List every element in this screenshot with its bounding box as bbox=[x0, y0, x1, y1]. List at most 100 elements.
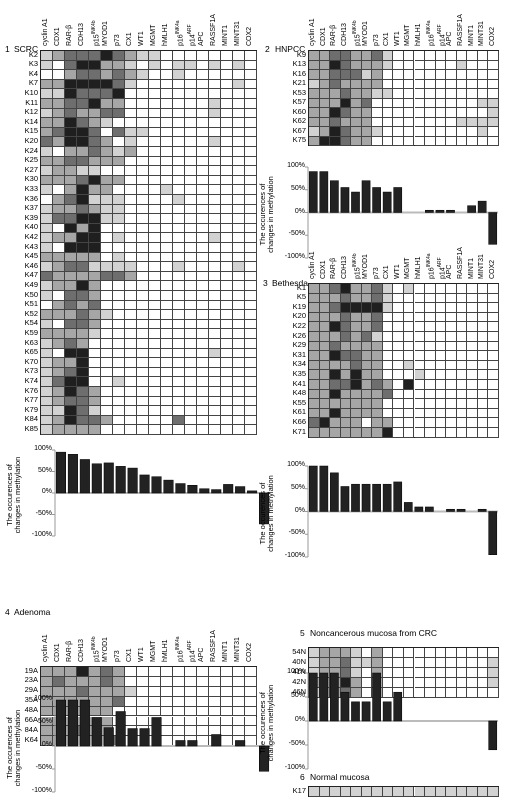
methylation-cell bbox=[89, 243, 101, 253]
methylation-cell bbox=[89, 291, 101, 301]
methylation-cell bbox=[403, 658, 415, 668]
methylation-cell bbox=[382, 389, 394, 400]
methylation-cell bbox=[233, 291, 245, 301]
row-label: 54N bbox=[292, 646, 306, 656]
methylation-cell bbox=[137, 300, 149, 311]
methylation-cell bbox=[53, 252, 65, 263]
methylation-cell bbox=[41, 716, 53, 727]
methylation-cell bbox=[414, 89, 426, 99]
methylation-cell bbox=[446, 380, 457, 390]
methylation-cell bbox=[41, 89, 53, 99]
methylation-cell bbox=[77, 667, 89, 677]
methylation-cell bbox=[340, 136, 352, 146]
methylation-cell bbox=[149, 99, 161, 109]
gene-label: MINT31 bbox=[234, 21, 241, 46]
methylation-cell bbox=[382, 322, 394, 332]
methylation-cell bbox=[77, 89, 89, 99]
methylation-cell bbox=[209, 108, 221, 119]
bar-MINT31 bbox=[247, 490, 258, 494]
methylation-cell bbox=[435, 51, 447, 61]
methylation-cell bbox=[41, 271, 53, 282]
methylation-cell bbox=[372, 428, 383, 438]
panel-title: SCRC bbox=[14, 44, 39, 54]
methylation-cell bbox=[113, 667, 125, 677]
methylation-cell bbox=[77, 195, 89, 205]
methylation-cell bbox=[77, 166, 89, 176]
methylation-cell bbox=[77, 358, 89, 368]
methylation-cell bbox=[89, 377, 101, 387]
methylation-cell bbox=[351, 399, 362, 409]
gene-label: APC bbox=[198, 31, 205, 46]
methylation-cell bbox=[77, 204, 89, 215]
row-label: K22 bbox=[292, 320, 306, 330]
methylation-cell bbox=[161, 118, 173, 128]
methylation-cell bbox=[125, 118, 137, 128]
methylation-cell bbox=[41, 706, 53, 717]
methylation-bar-chart bbox=[52, 449, 270, 537]
methylation-cell bbox=[89, 214, 101, 224]
methylation-cell bbox=[488, 408, 499, 419]
methylation-cell bbox=[477, 51, 489, 61]
methylation-cell bbox=[446, 428, 457, 438]
methylation-cell bbox=[309, 51, 320, 61]
methylation-cell bbox=[77, 252, 89, 263]
methylation-cell bbox=[101, 358, 113, 368]
methylation-cell bbox=[467, 303, 478, 313]
methylation-cell bbox=[149, 271, 161, 282]
gene-label: RASSF1A bbox=[210, 630, 217, 662]
methylation-cell bbox=[435, 98, 447, 108]
methylation-cell bbox=[53, 223, 65, 234]
methylation-cell bbox=[233, 716, 245, 727]
row-label: K19 bbox=[292, 301, 306, 311]
methylation-cell bbox=[209, 185, 221, 195]
methylation-cell bbox=[435, 79, 447, 89]
methylation-cell bbox=[173, 271, 185, 282]
bar-MINT1 bbox=[235, 740, 246, 747]
methylation-cell bbox=[435, 60, 447, 70]
methylation-cell bbox=[340, 98, 352, 108]
bar-CDX1 bbox=[319, 465, 329, 512]
methylation-cell bbox=[435, 370, 447, 380]
methylation-cell bbox=[185, 243, 197, 253]
methylation-cell bbox=[309, 70, 320, 80]
methylation-cell bbox=[41, 396, 53, 407]
methylation-grid bbox=[308, 283, 499, 438]
methylation-cell bbox=[65, 387, 77, 397]
methylation-cell bbox=[245, 367, 257, 378]
methylation-cell bbox=[173, 281, 185, 291]
methylation-cell bbox=[185, 377, 197, 387]
methylation-cell bbox=[221, 118, 233, 128]
methylation-cell bbox=[382, 312, 394, 323]
methylation-cell bbox=[245, 243, 257, 253]
methylation-cell bbox=[446, 668, 457, 678]
methylation-cell bbox=[351, 89, 362, 99]
methylation-cell bbox=[113, 358, 125, 368]
methylation-cell bbox=[319, 648, 331, 658]
methylation-cell bbox=[209, 79, 221, 90]
methylation-cell bbox=[137, 175, 149, 186]
methylation-cell bbox=[330, 108, 341, 118]
methylation-cell bbox=[221, 716, 233, 727]
methylation-cell bbox=[173, 726, 185, 737]
methylation-cell bbox=[53, 166, 65, 176]
methylation-cell bbox=[53, 406, 65, 416]
methylation-cell bbox=[456, 332, 468, 342]
methylation-cell bbox=[125, 223, 137, 234]
methylation-cell bbox=[77, 396, 89, 407]
methylation-cell bbox=[330, 51, 341, 61]
methylation-cell bbox=[101, 70, 113, 80]
gene-label: RASSF1A bbox=[456, 14, 464, 46]
methylation-cell bbox=[425, 332, 436, 342]
methylation-cell bbox=[340, 303, 352, 313]
methylation-cell bbox=[372, 370, 383, 380]
methylation-cell bbox=[161, 291, 173, 301]
methylation-cell bbox=[89, 406, 101, 416]
bar-MYOD1 bbox=[361, 180, 371, 213]
methylation-cell bbox=[477, 658, 489, 668]
methylation-cell bbox=[149, 243, 161, 253]
row-label: 41N bbox=[292, 666, 306, 676]
methylation-cell bbox=[41, 348, 53, 359]
methylation-cell bbox=[125, 686, 137, 697]
methylation-cell bbox=[65, 156, 77, 167]
methylation-cell bbox=[435, 127, 447, 137]
